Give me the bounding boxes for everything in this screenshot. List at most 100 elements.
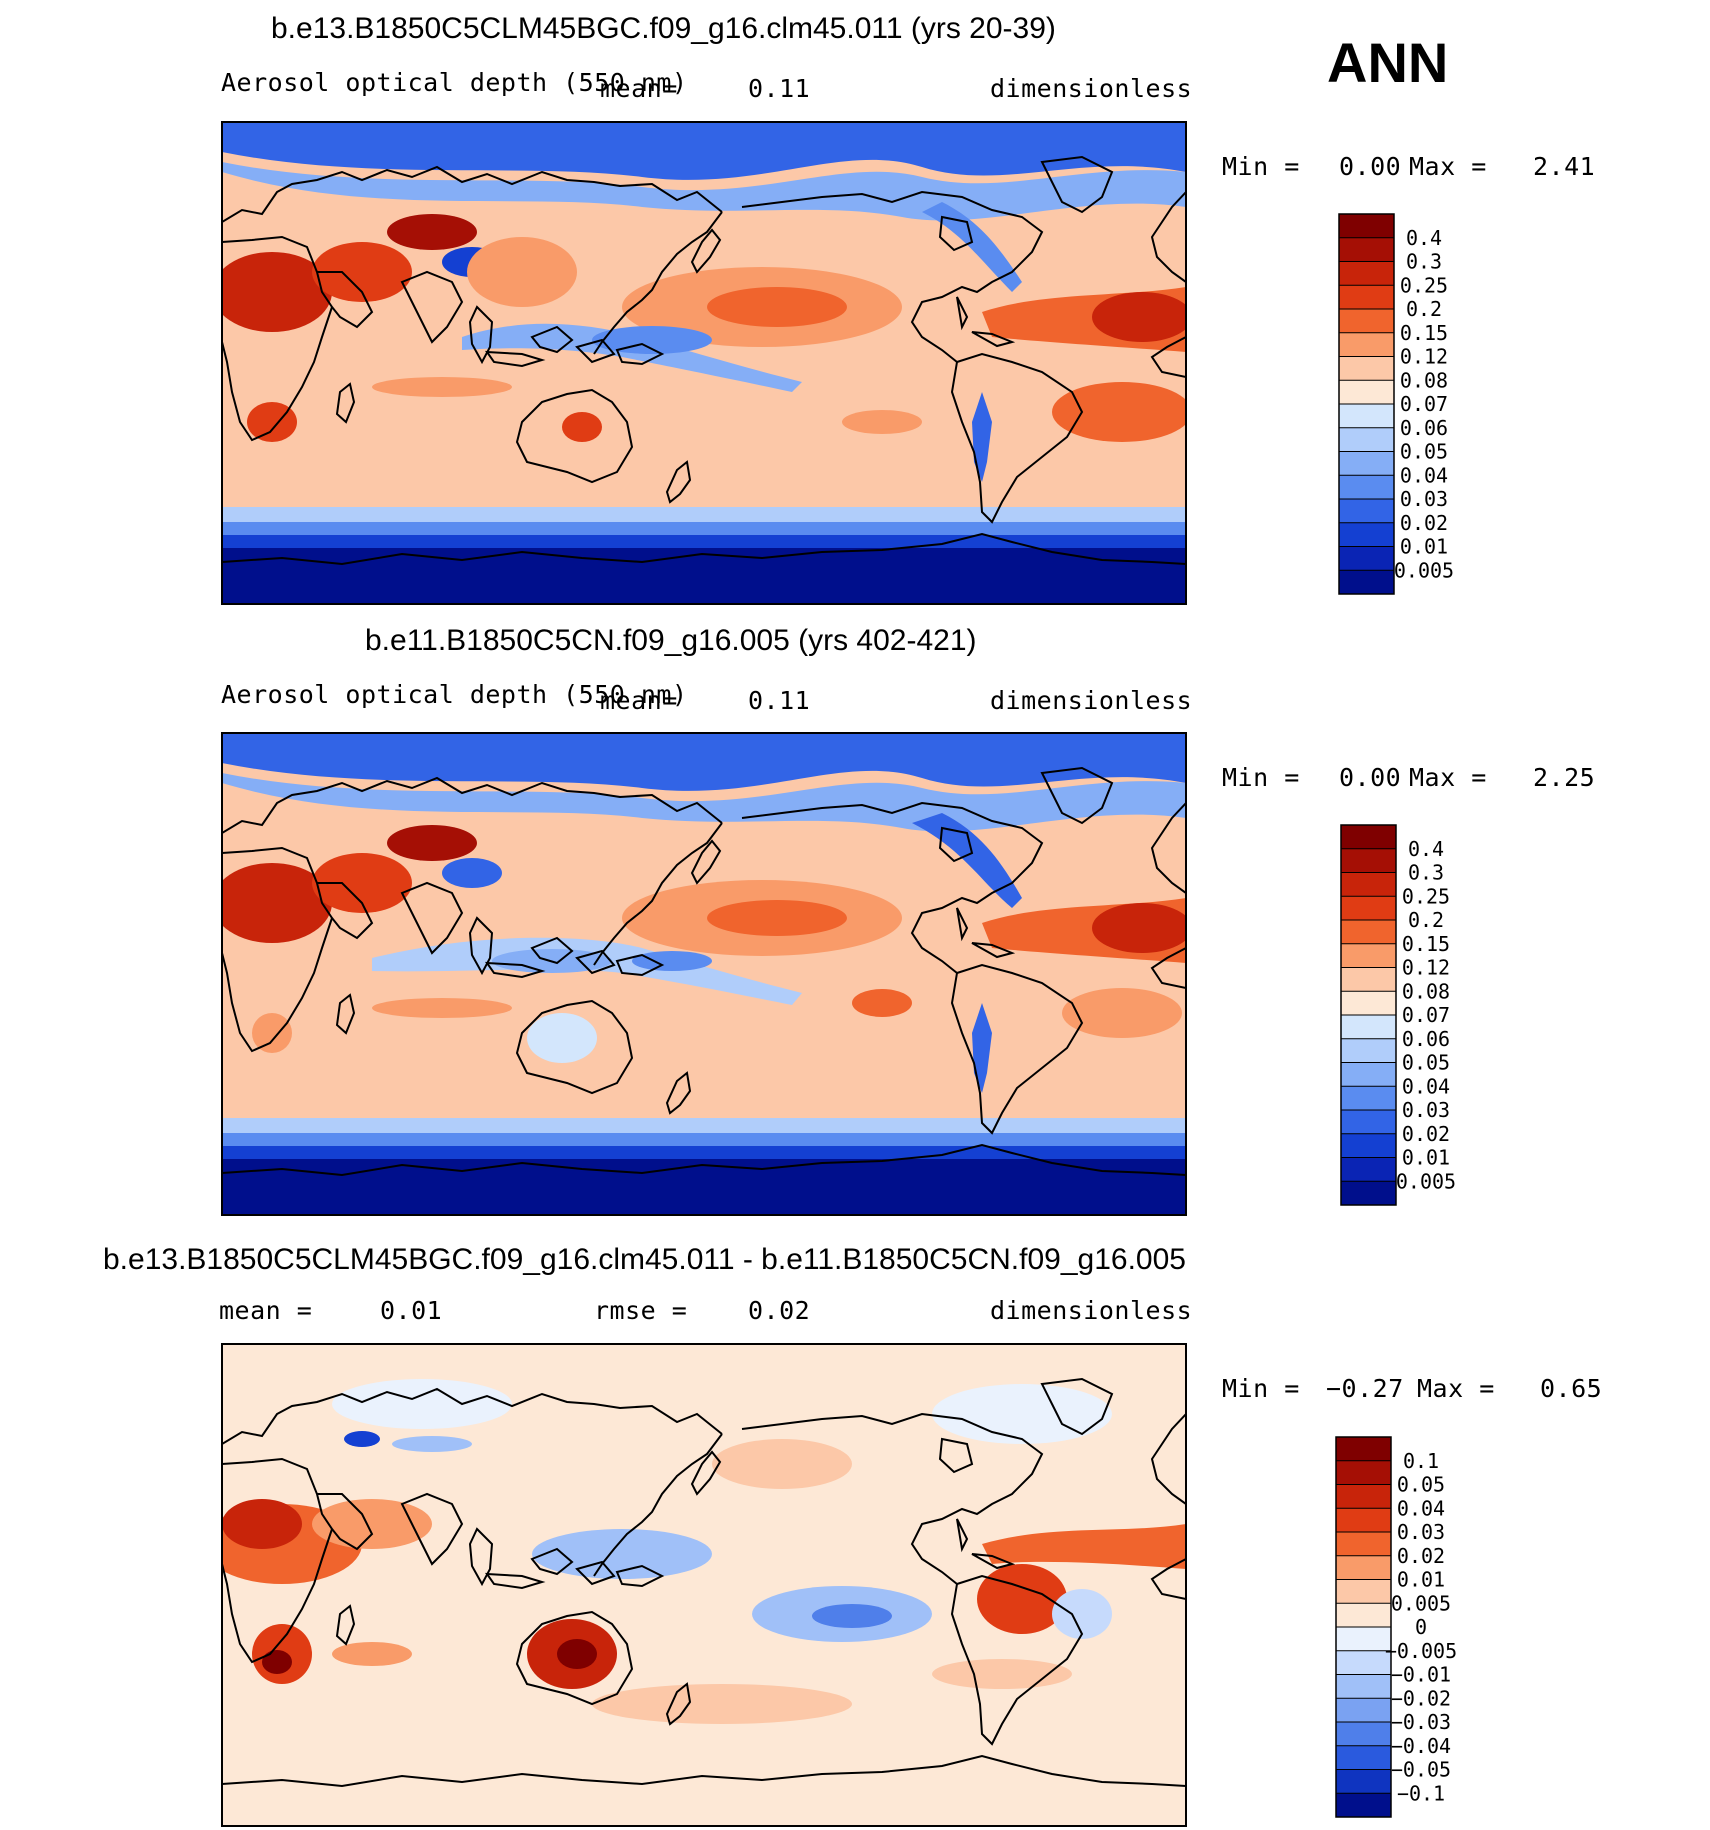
panel-2-min-value: 0.00	[1339, 763, 1402, 792]
colorbar-1-swatch	[1339, 380, 1394, 405]
colorbar-2-swatch	[1341, 967, 1396, 992]
colorbar-1-swatch	[1339, 237, 1394, 262]
colorbar-3-label: −0.05	[1391, 1758, 1451, 1782]
colorbar-3-label: −0.04	[1391, 1734, 1451, 1758]
colorbar-3-swatch	[1336, 1674, 1391, 1699]
colorbar-1-swatch	[1339, 546, 1394, 571]
colorbar-3-swatch	[1336, 1650, 1391, 1675]
panel-3-rmse-value: 0.02	[748, 1296, 811, 1325]
panel-3-min-label: Min =	[1222, 1374, 1300, 1403]
colorbar-1-label: 0.3	[1406, 250, 1442, 274]
colorbar-1-label: 0.15	[1400, 321, 1448, 345]
season-label: ANN	[1327, 31, 1449, 94]
panel-2-units: dimensionless	[990, 686, 1193, 715]
panel-3-title: b.e13.B1850C5CLM45BGC.f09_g16.clm45.011 …	[103, 1243, 1186, 1276]
colorbar-2-label: 0.01	[1402, 1146, 1450, 1170]
panel-1-min-label: Min =	[1222, 152, 1300, 181]
colorbar-3-label: 0.04	[1397, 1496, 1445, 1520]
colorbar-2-swatch	[1341, 1181, 1396, 1206]
colorbar-3-label: 0.01	[1397, 1568, 1445, 1592]
colorbar-1-label: 0.08	[1400, 368, 1448, 392]
colorbar-1-swatch	[1339, 261, 1394, 286]
panel-1-max-label: Max =	[1409, 152, 1487, 181]
panel-2-min-label: Min =	[1222, 763, 1300, 792]
colorbar-3-swatch	[1336, 1437, 1391, 1462]
colorbar-1-label: 0.4	[1406, 226, 1442, 250]
colorbar-3-label: −0.03	[1391, 1710, 1451, 1734]
panel-1-mean-label: mean=	[600, 74, 678, 103]
colorbar-2-swatch	[1341, 896, 1396, 921]
colorbar-1-label: 0.005	[1394, 558, 1454, 582]
colorbar-3-swatch	[1336, 1579, 1391, 1604]
colorbar-1-label: 0.02	[1400, 511, 1448, 535]
colorbar-2-label: 0.06	[1402, 1027, 1450, 1051]
colorbar-2-swatch	[1341, 848, 1396, 873]
colorbar-3-swatch	[1336, 1698, 1391, 1723]
panel-3-max-value: 0.65	[1540, 1374, 1603, 1403]
panel-1-variable: Aerosol optical depth (550 nm)	[221, 68, 688, 97]
colorbar-3-label: −0.1	[1397, 1781, 1445, 1805]
colorbar-2-swatch	[1341, 1086, 1396, 1111]
colorbar-1-label: 0.05	[1400, 440, 1448, 464]
colorbar-3-label: 0.005	[1391, 1591, 1451, 1615]
panel-3-rmse-label: rmse =	[594, 1296, 688, 1325]
colorbar-2-label: 0.03	[1402, 1098, 1450, 1122]
colorbar-1-swatch	[1339, 332, 1394, 357]
colorbar-1-swatch	[1339, 427, 1394, 452]
colorbar-1-label: 0.2	[1406, 297, 1442, 321]
colorbar-3-label: 0.1	[1403, 1449, 1439, 1473]
colorbar-2-label: 0.08	[1402, 979, 1450, 1003]
colorbar-2-swatch	[1341, 825, 1396, 850]
panel-2-variable: Aerosol optical depth (550 nm)	[221, 680, 688, 709]
colorbar-2-label: 0.07	[1402, 1003, 1450, 1027]
colorbar-2-label: 0.2	[1408, 908, 1444, 932]
colorbar-2-label: 0.04	[1402, 1074, 1450, 1098]
colorbar-1-label: 0.12	[1400, 345, 1448, 369]
colorbar-2-swatch	[1341, 943, 1396, 968]
colorbar-2-label: 0.02	[1402, 1122, 1450, 1146]
colorbar-3-swatch	[1336, 1745, 1391, 1770]
colorbar-3-label: 0.02	[1397, 1544, 1445, 1568]
colorbar-2-swatch	[1341, 1038, 1396, 1063]
colorbar-3-swatch	[1336, 1484, 1391, 1509]
panel-3-map	[222, 1344, 1186, 1826]
colorbar-3-swatch	[1336, 1532, 1391, 1557]
colorbar-3-swatch	[1336, 1603, 1391, 1628]
panel-2-max-label: Max =	[1409, 763, 1487, 792]
colorbar-2-swatch	[1341, 1133, 1396, 1158]
panel-1-min-value: 0.00	[1339, 152, 1402, 181]
colorbar-2-swatch	[1341, 872, 1396, 897]
colorbar-1-swatch	[1339, 570, 1394, 595]
colorbar-1-label: 0.01	[1400, 535, 1448, 559]
colorbar-2-label: 0.4	[1408, 837, 1444, 861]
colorbar-1-swatch	[1339, 356, 1394, 381]
colorbar-3-swatch	[1336, 1769, 1391, 1794]
panel-2-title: b.e11.B1850C5CN.f09_g16.005 (yrs 402-421…	[365, 624, 977, 657]
panel-1-map	[222, 122, 1186, 604]
panel-2-max-value: 2.25	[1533, 763, 1596, 792]
colorbar-1-label: 0.25	[1400, 273, 1448, 297]
colorbar-1-swatch	[1339, 404, 1394, 429]
panel-2-mean-value: 0.11	[748, 686, 811, 715]
colorbar-3-label: −0.02	[1391, 1686, 1451, 1710]
colorbar-1-swatch	[1339, 285, 1394, 310]
panel-2-mean-label: mean=	[600, 686, 678, 715]
panel-1-units: dimensionless	[990, 74, 1193, 103]
colorbar-2-label: 0.3	[1408, 861, 1444, 885]
colorbar-3-swatch	[1336, 1508, 1391, 1533]
panel-1-title: b.e13.B1850C5CLM45BGC.f09_g16.clm45.011 …	[271, 12, 1056, 45]
colorbar-1-swatch	[1339, 451, 1394, 476]
colorbar-2-swatch	[1341, 1062, 1396, 1087]
colorbar-3-label: −0.01	[1391, 1663, 1451, 1687]
colorbar-2-swatch	[1341, 1110, 1396, 1135]
colorbar-3-label: 0	[1415, 1615, 1427, 1639]
panel-1-mean-value: 0.11	[748, 74, 811, 103]
colorbar-3-swatch	[1336, 1555, 1391, 1580]
panel-3-min-value: −0.27	[1326, 1374, 1404, 1403]
colorbar-1-swatch	[1339, 214, 1394, 239]
colorbar-1-swatch	[1339, 499, 1394, 524]
colorbar-2-swatch	[1341, 920, 1396, 945]
colorbar-2-label: 0.005	[1396, 1169, 1456, 1193]
panel-3-units: dimensionless	[990, 1296, 1193, 1325]
